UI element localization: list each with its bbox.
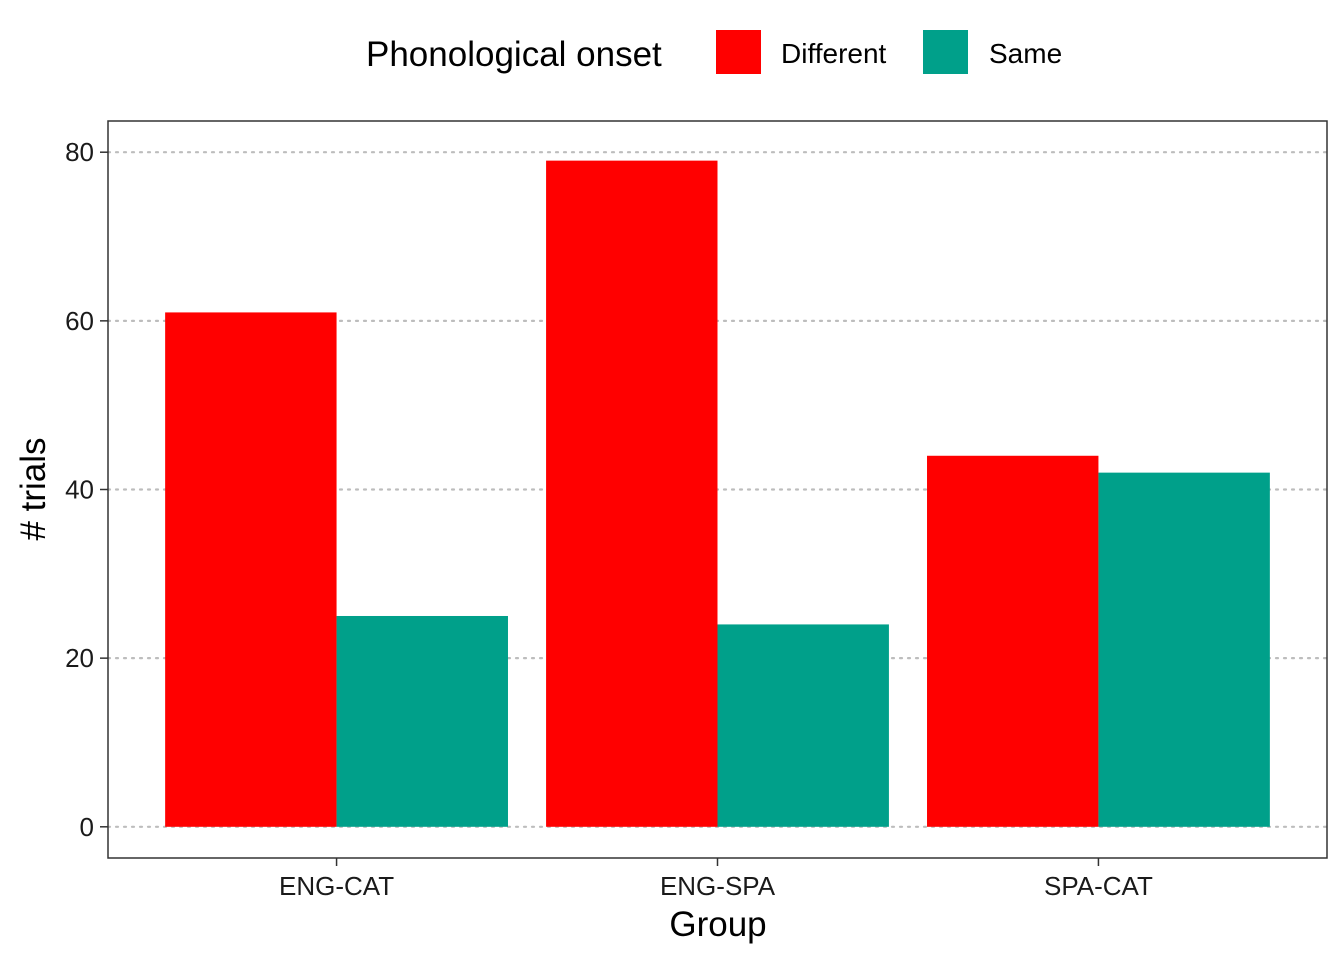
x-tick-label: SPA-CAT xyxy=(1044,871,1153,901)
bar-same-spa-cat xyxy=(1098,472,1270,827)
legend-key-different xyxy=(716,30,761,74)
bar-same-eng-cat xyxy=(336,615,508,827)
legend-key-same xyxy=(923,30,968,74)
legend-title: Phonological onset xyxy=(366,35,662,74)
x-axis: ENG-CAT ENG-SPA SPA-CAT xyxy=(279,858,1153,901)
x-axis-title: Group xyxy=(669,905,766,944)
y-axis: 0 20 40 60 80 xyxy=(65,137,108,842)
y-tick-label: 80 xyxy=(65,137,94,167)
y-tick-label: 20 xyxy=(65,643,94,673)
y-tick-label: 0 xyxy=(80,812,94,842)
y-tick-label: 40 xyxy=(65,475,94,505)
x-tick-label: ENG-SPA xyxy=(660,871,776,901)
bars xyxy=(165,160,1270,827)
y-tick-label: 60 xyxy=(65,306,94,336)
x-tick-label: ENG-CAT xyxy=(279,871,394,901)
bar-different-eng-spa xyxy=(546,160,718,827)
bar-different-eng-cat xyxy=(165,312,337,827)
legend: Phonological onset Different Same xyxy=(366,30,1062,74)
bar-same-eng-spa xyxy=(717,624,889,827)
legend-label-different: Different xyxy=(781,38,887,69)
legend-label-same: Same xyxy=(989,38,1062,69)
bar-different-spa-cat xyxy=(927,455,1099,827)
y-axis-title: # trials xyxy=(14,437,53,540)
